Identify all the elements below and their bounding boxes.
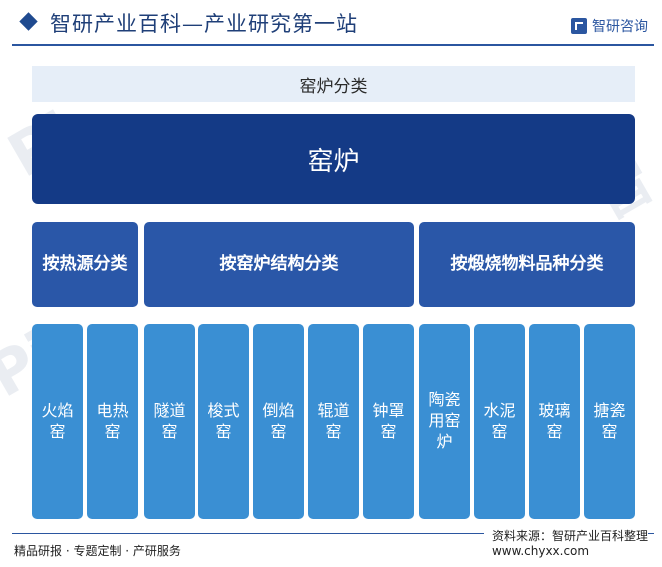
header: 智研产业百科—产业研究第一站 智研咨询 [0,0,662,50]
brand-logo: 智研咨询 [571,16,648,36]
leaf-node: 钟罩窑 [363,324,414,519]
category-node: 按热源分类 [32,222,138,307]
root-node: 窑炉 [32,114,635,204]
brand-icon [571,18,587,34]
leaf-node: 水泥窑 [474,324,525,519]
leaf-node: 陶瓷用窑炉 [419,324,470,519]
leaf-node: 梭式窑 [198,324,249,519]
footer-source: 资料来源：智研产业百科整理 www.chyxx.com [483,527,648,558]
leaf-node: 火焰窑 [32,324,83,519]
category-node: 按煅烧物料品种分类 [419,222,635,307]
footer-tagline: 精品研报 · 专题定制 · 产研服务 [14,544,181,558]
leaf-node: 倒焰窑 [253,324,304,519]
leaf-node: 辊道窑 [308,324,359,519]
leaf-node: 电热窑 [87,324,138,519]
source-text: 资料来源：智研产业百科整理 [491,529,648,543]
diamond-bullet-icon [19,12,38,31]
category-node: 按窑炉结构分类 [144,222,414,307]
diagram-title: 窑炉分类 [32,66,635,102]
footer-divider [12,533,654,534]
leaf-node: 隧道窑 [144,324,195,519]
leaf-node: 搪瓷窑 [584,324,635,519]
site-title: 智研产业百科—产业研究第一站 [50,12,358,36]
brand-name: 智研咨询 [592,19,648,35]
leaf-node: 玻璃窑 [529,324,580,519]
source-url: www.chyxx.com [491,544,590,558]
header-divider [12,44,654,46]
